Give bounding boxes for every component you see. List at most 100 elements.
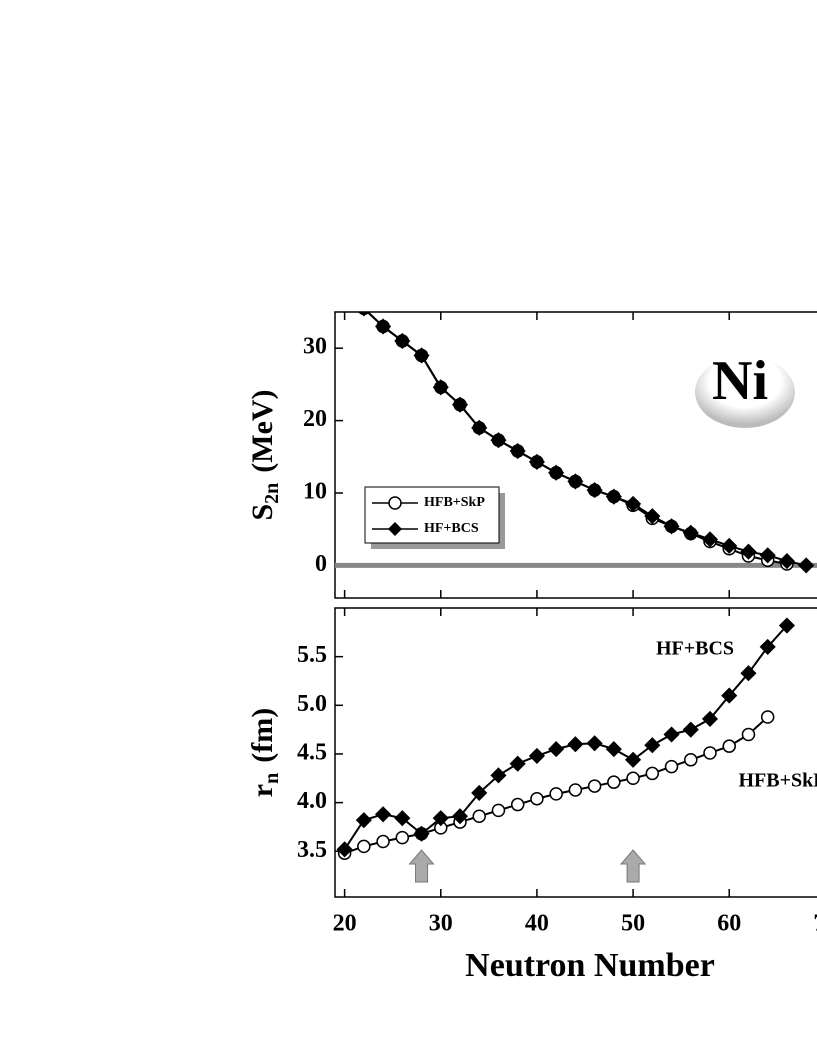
legend-marker	[388, 522, 402, 536]
y-tick-label: 0	[315, 551, 327, 577]
marker	[376, 834, 390, 849]
marker	[721, 687, 738, 704]
marker	[413, 347, 430, 364]
x-tick-label: 60	[717, 911, 741, 937]
marker	[778, 617, 795, 634]
series-line	[344, 716, 769, 855]
marker	[490, 767, 507, 784]
marker	[357, 839, 371, 854]
marker	[644, 737, 661, 754]
marker	[778, 553, 795, 570]
marker	[721, 537, 738, 554]
marker	[663, 518, 680, 535]
arrow	[408, 849, 435, 883]
marker	[722, 739, 736, 753]
x-tick-label: 30	[429, 911, 453, 937]
plot-area	[336, 617, 795, 860]
marker	[682, 524, 699, 541]
marker	[548, 464, 565, 481]
marker	[625, 495, 642, 512]
y-label-sub: 2n	[261, 483, 283, 504]
marker	[701, 710, 719, 727]
y-label-unit: (MeV)	[246, 389, 279, 472]
marker	[586, 482, 603, 499]
y-tick-label: 4.0	[297, 788, 327, 814]
y-label-main: S	[246, 504, 279, 521]
marker	[375, 318, 392, 335]
marker	[471, 784, 488, 801]
marker	[359, 312, 369, 317]
marker	[607, 775, 621, 789]
marker	[798, 557, 815, 574]
x-axis-label: Neutron Number	[465, 947, 715, 984]
plot-area	[335, 312, 817, 574]
series-label: HF+BCS	[656, 638, 734, 660]
marker	[394, 332, 411, 350]
marker	[682, 721, 699, 738]
marker	[413, 825, 430, 842]
marker	[741, 727, 756, 742]
x-tick-label: 20	[333, 911, 357, 937]
marker	[528, 747, 545, 764]
marker	[664, 759, 679, 774]
marker	[567, 736, 584, 753]
y-tick-label: 3.5	[297, 837, 327, 863]
marker	[605, 741, 622, 758]
marker	[395, 830, 410, 845]
marker	[586, 735, 603, 752]
marker	[510, 797, 525, 812]
marker	[530, 791, 544, 806]
legend-label: HFB+SkP	[424, 495, 485, 510]
marker	[626, 771, 640, 786]
y-tick-label: 30	[303, 334, 327, 360]
marker	[740, 543, 757, 560]
marker	[509, 442, 526, 460]
marker	[645, 766, 660, 781]
y-label-sub: n	[261, 773, 283, 784]
x-tick-label: 70	[813, 911, 817, 937]
marker	[663, 726, 680, 743]
marker	[548, 741, 565, 758]
marker	[684, 753, 698, 767]
marker	[528, 453, 545, 470]
y-tick-label: 10	[303, 479, 327, 505]
marker	[759, 547, 776, 564]
y-label-unit: (fm)	[246, 708, 279, 763]
marker	[336, 841, 353, 858]
legend-marker	[388, 496, 402, 510]
x-tick-label: 40	[525, 911, 549, 937]
y-tick-label: 5.0	[297, 691, 327, 717]
marker	[625, 751, 642, 768]
marker	[760, 710, 775, 724]
marker	[471, 419, 488, 436]
marker	[375, 806, 392, 823]
x-tick-label: 50	[621, 911, 645, 937]
legend-label: HF+BCS	[424, 521, 479, 536]
marker	[451, 808, 469, 825]
marker	[759, 638, 776, 655]
marker	[740, 665, 757, 682]
marker	[509, 755, 526, 772]
marker	[472, 809, 486, 823]
marker	[451, 396, 469, 413]
y-tick-label: 5.5	[297, 642, 327, 668]
series-label: HFB+SkP	[739, 770, 817, 792]
marker	[490, 432, 507, 449]
marker	[703, 746, 717, 760]
marker	[701, 531, 719, 548]
marker	[567, 473, 584, 490]
marker	[568, 783, 583, 797]
plot-frame	[334, 607, 817, 898]
y-axis-label: S2n (MeV)	[246, 389, 283, 520]
y-tick-label: 4.5	[297, 739, 327, 765]
marker	[355, 812, 372, 829]
annotation: Ni	[712, 350, 768, 412]
marker	[549, 787, 563, 801]
arrow	[619, 849, 647, 883]
y-label-main: r	[246, 784, 279, 797]
y-axis-label: rn (fm)	[246, 708, 283, 797]
marker	[587, 779, 602, 793]
marker	[432, 810, 449, 827]
marker	[644, 508, 661, 525]
